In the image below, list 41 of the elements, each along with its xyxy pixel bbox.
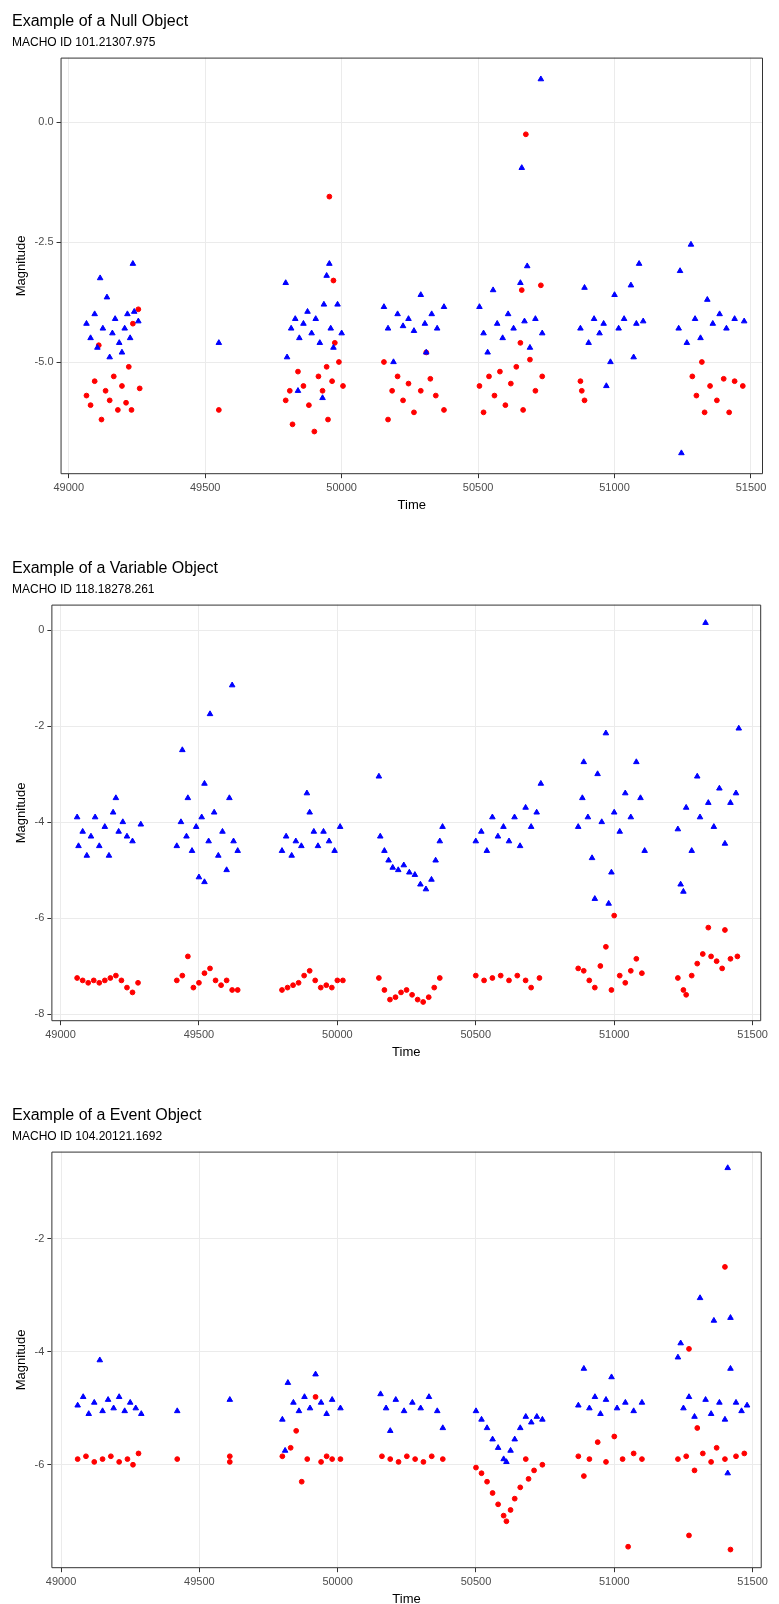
y-axis-title: Magnitude bbox=[13, 235, 29, 297]
y-tick-label: -2 bbox=[34, 719, 45, 732]
x-tick-label: 51000 bbox=[599, 1574, 630, 1587]
x-tick-label: 50000 bbox=[322, 1027, 353, 1040]
y-tick-label: -6 bbox=[34, 911, 45, 924]
x-tick-label: 49500 bbox=[184, 1574, 215, 1587]
x-tick-label: 51000 bbox=[599, 480, 630, 493]
x-tick-label: 49000 bbox=[45, 1574, 77, 1587]
y-axis-title: Magnitude bbox=[13, 1329, 29, 1391]
x-tick-label: 50500 bbox=[460, 1027, 492, 1040]
x-tick-label: 49500 bbox=[183, 1027, 215, 1040]
x-tick-label: 49000 bbox=[53, 480, 85, 493]
chart-subtitle: MACHO ID 101.21307.975 bbox=[12, 34, 156, 49]
y-tick-label: 0 bbox=[38, 623, 45, 636]
x-axis-title: Time bbox=[392, 1590, 421, 1604]
y-tick-label: -4 bbox=[34, 815, 45, 828]
chart-title: Example of a Null Object bbox=[12, 12, 189, 30]
x-tick-label: 51500 bbox=[735, 480, 767, 493]
y-tick-label: -5.0 bbox=[34, 355, 54, 368]
chart-subtitle: MACHO ID 118.18278.261 bbox=[12, 581, 155, 596]
y-tick-label: -2.5 bbox=[34, 235, 54, 248]
x-tick-label: 50500 bbox=[460, 1574, 492, 1587]
x-tick-label: 49500 bbox=[189, 480, 221, 493]
y-tick-label: -6 bbox=[34, 1457, 45, 1470]
x-tick-label: 50000 bbox=[322, 1574, 353, 1587]
y-tick-label: -4 bbox=[34, 1344, 45, 1357]
chart-subtitle: MACHO ID 104.20121.1692 bbox=[12, 1128, 163, 1143]
x-tick-label: 51500 bbox=[737, 1574, 768, 1587]
y-axis-title: Magnitude bbox=[13, 782, 29, 844]
x-tick-label: 51000 bbox=[598, 1027, 630, 1040]
x-tick-label: 51500 bbox=[737, 1027, 768, 1040]
x-axis-title: Time bbox=[392, 1043, 421, 1059]
x-axis-title: Time bbox=[397, 496, 426, 512]
x-tick-label: 49000 bbox=[45, 1027, 76, 1040]
x-tick-label: 50500 bbox=[462, 480, 494, 493]
y-tick-label: -2 bbox=[34, 1231, 45, 1244]
y-tick-label: -8 bbox=[34, 1007, 45, 1020]
x-tick-label: 50000 bbox=[326, 480, 357, 493]
chart-title: Example of a Event Object bbox=[12, 1106, 202, 1124]
chart-title: Example of a Variable Object bbox=[12, 559, 219, 577]
y-tick-label: 0.0 bbox=[38, 115, 54, 128]
